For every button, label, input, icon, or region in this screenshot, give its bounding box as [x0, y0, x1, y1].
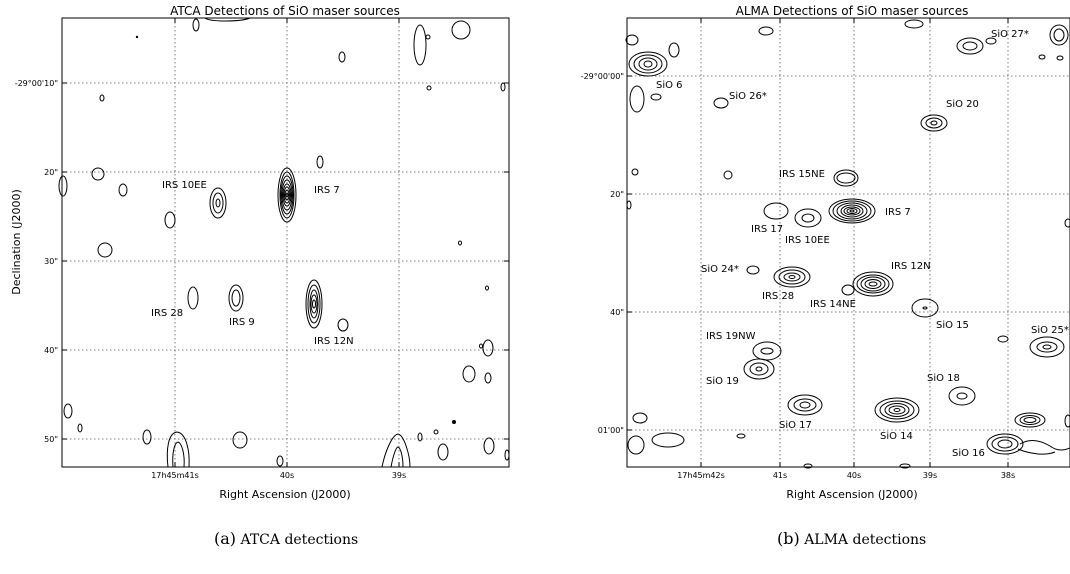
panel-b-source-label: SiO 20: [946, 99, 979, 110]
panel-b-source-label: SiO 25*: [1031, 325, 1069, 336]
panel-a-title: ATCA Detections of SiO maser sources: [170, 4, 400, 18]
panel-b-grid: [627, 18, 1070, 467]
panel-b-source-label: IRS 19NW: [706, 331, 756, 342]
panel-a-ytick: 50": [44, 435, 58, 444]
panel-a-dot: [452, 420, 456, 424]
panel-b-source-label: SiO 26*: [729, 91, 767, 102]
panel-a-source-label: IRS 28: [151, 308, 183, 319]
caption-a-tag: (a): [214, 529, 237, 548]
panel-b-source-label: SiO 27*: [991, 29, 1029, 40]
panel-b-xtick: 40s: [847, 471, 861, 480]
caption-b-tag: (b): [777, 529, 800, 548]
panel-b-ytick: 01'00": [598, 426, 624, 435]
caption-a: (a) ATCA detections: [214, 529, 358, 548]
panel-b-ytick: 40": [610, 308, 624, 317]
panel-a-grid: [62, 18, 509, 467]
panel-b-frame: [626, 17, 1070, 468]
panel-b: ALMA Detections of SiO maser sources: [581, 4, 1070, 501]
panel-b-source-label: SiO 19: [706, 376, 739, 387]
panel-a-xtick: 39s: [392, 471, 406, 480]
caption-a-text: ATCA detections: [240, 532, 359, 548]
panel-b-source-label: IRS 7: [885, 207, 911, 218]
panel-a-source-label: IRS 12N: [314, 336, 354, 347]
panel-b-xtick: 41s: [773, 471, 787, 480]
panel-b-xtick: 38s: [1001, 471, 1015, 480]
panel-b-ytick: 20": [610, 190, 624, 199]
panel-b-source-label: IRS 14NE: [810, 299, 856, 310]
panel-b-source-label: SiO 16: [952, 448, 985, 459]
panel-b-source-label: IRS 15NE: [779, 169, 825, 180]
panel-b-ytick: -29°00'00": [581, 72, 624, 81]
panel-a-ytick: 30": [44, 257, 58, 266]
panel-b-source-label: SiO 6: [656, 80, 683, 91]
panel-a-ytick: -29°00'10": [15, 79, 58, 88]
panel-a-source-label: IRS 7: [314, 185, 340, 196]
panel-a-source-label: IRS 10EE: [162, 180, 207, 191]
panel-b-source-label: SiO 15: [936, 320, 969, 331]
panel-b-ticks: [627, 18, 1009, 467]
panel-a-frame: [61, 17, 510, 468]
panel-b-source-label: SiO 24*: [701, 264, 739, 275]
panel-b-xtick: 17h45m42s: [677, 471, 725, 480]
panel-a-source-label: IRS 9: [229, 317, 255, 328]
panel-a-contours: [58, 17, 510, 468]
caption-b: (b) ALMA detections: [777, 529, 926, 548]
panel-a-ylabel: Declination (J2000): [10, 189, 23, 295]
panel-a-xlabel: Right Ascension (J2000): [219, 488, 350, 501]
panel-b-title: ALMA Detections of SiO maser sources: [736, 4, 969, 18]
panel-a-ytick: 40": [44, 346, 58, 355]
panel-b-source-label: SiO 14: [880, 431, 913, 442]
panel-a-xtick: 40s: [280, 471, 294, 480]
panel-b-source-label: SiO 18: [927, 373, 960, 384]
panel-b-contours: [625, 19, 1070, 469]
panel-b-source-label: SiO 17: [779, 420, 812, 431]
panel-b-xlabel: Right Ascension (J2000): [786, 488, 917, 501]
panel-b-xtick: 39s: [923, 471, 937, 480]
panel-a-xtick: 17h45m41s: [151, 471, 199, 480]
panel-a: ATCA Detections of SiO maser sources: [10, 4, 510, 501]
caption-b-text: ALMA detections: [804, 532, 927, 548]
panel-b-source-label: IRS 12N: [891, 261, 931, 272]
panel-a-ytick: 20": [44, 168, 58, 177]
panel-b-source-label: IRS 10EE: [785, 235, 830, 246]
panel-b-source-label: IRS 17: [751, 224, 783, 235]
panel-a-dot: [135, 35, 139, 39]
panel-a-ticks: [62, 18, 509, 467]
panel-b-source-label: IRS 28: [762, 291, 794, 302]
